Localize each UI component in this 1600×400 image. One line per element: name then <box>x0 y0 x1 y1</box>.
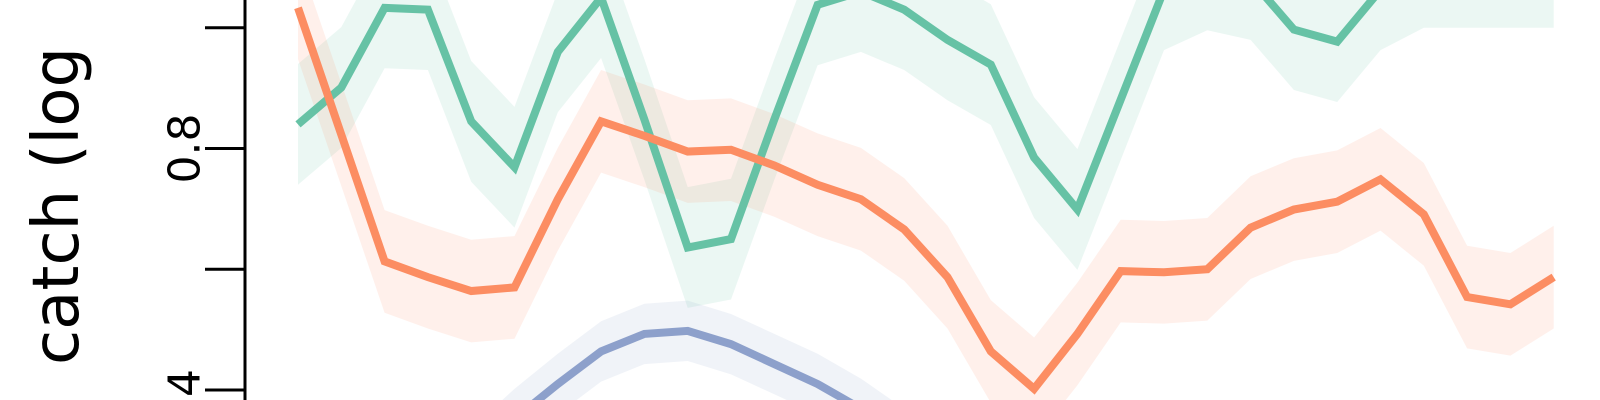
y-axis: 0.8 .4 <box>160 0 247 400</box>
series-line <box>294 6 1556 395</box>
confidence-band <box>502 300 892 400</box>
confidence-band <box>298 0 1554 308</box>
bands <box>298 0 1554 400</box>
series-line <box>295 0 1378 253</box>
y-tick-label: 0.8 <box>160 114 211 184</box>
lines <box>294 0 1556 400</box>
confidence-band <box>298 0 1554 400</box>
y-axis-label: catch (log <box>20 47 94 365</box>
y-tick-label: .4 <box>160 369 211 400</box>
series-line <box>531 326 854 400</box>
